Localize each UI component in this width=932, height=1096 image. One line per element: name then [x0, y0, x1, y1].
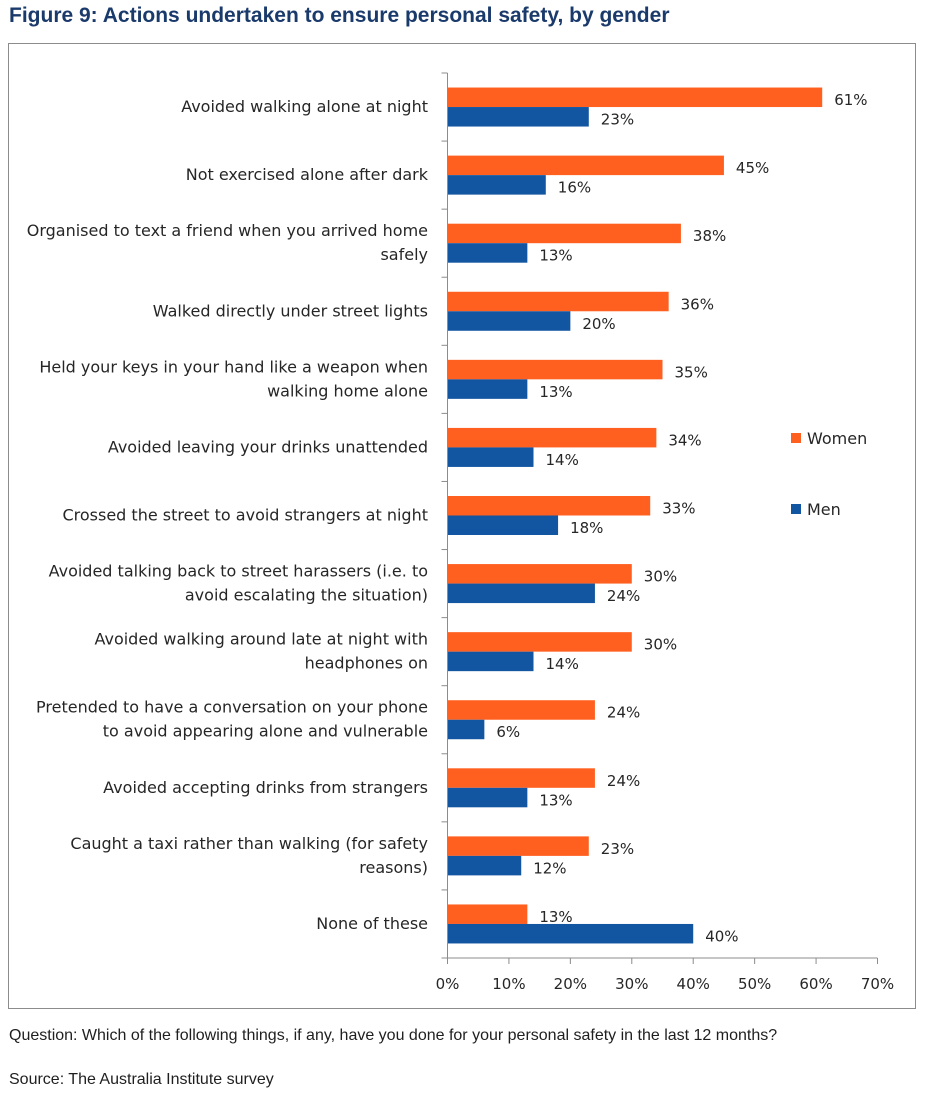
- bar-men-5: [447, 447, 534, 467]
- chart-frame: Avoided walking alone at night Not exerci…: [8, 43, 916, 1009]
- bar-women-6: [447, 496, 651, 516]
- bar-women-0: [447, 87, 823, 108]
- bars-group: [447, 87, 823, 944]
- category-label-8: Avoided walking around late at night wit…: [94, 630, 428, 673]
- value-label-women-5: 34%: [668, 431, 701, 449]
- bar-men-12: [447, 923, 694, 944]
- x-tick-label-3: 30%: [615, 975, 648, 993]
- value-label-men-7: 24%: [607, 587, 640, 605]
- bar-men-11: [447, 855, 522, 876]
- bar-women-1: [447, 155, 724, 176]
- bar-men-4: [447, 379, 528, 399]
- bar-men-6: [447, 515, 559, 535]
- value-label-men-12: 40%: [705, 927, 738, 945]
- bar-men-1: [447, 175, 546, 195]
- bar-women-10: [447, 768, 595, 788]
- bar-men-0: [447, 107, 589, 127]
- x-tick-label-2: 20%: [554, 975, 587, 993]
- value-label-women-2: 38%: [693, 227, 726, 245]
- category-label-4: Held your keys in your hand like a weapo…: [39, 357, 428, 400]
- question-note: Question: Which of the following things,…: [9, 1027, 778, 1044]
- category-label-12: None of these: [316, 914, 428, 933]
- category-label-7: Avoided talking back to street harassers…: [49, 562, 428, 605]
- bar-men-8: [447, 651, 534, 672]
- value-label-men-6: 18%: [570, 519, 603, 537]
- category-label-9: Pretended to have a conversation on your…: [36, 698, 428, 741]
- value-label-women-9: 24%: [607, 704, 640, 722]
- category-label-0: Avoided walking alone at night: [181, 97, 428, 116]
- x-tick-label-5: 50%: [738, 975, 771, 993]
- category-label-5: Avoided leaving your drinks unattended: [108, 437, 428, 456]
- bar-women-8: [447, 632, 632, 652]
- value-label-men-11: 12%: [533, 859, 566, 877]
- value-label-men-9: 6%: [496, 723, 520, 741]
- category-label-2: Organised to text a friend when you arri…: [27, 221, 428, 264]
- category-label-3: Walked directly under street lights: [153, 301, 428, 320]
- bar-women-4: [447, 359, 663, 380]
- bar-women-7: [447, 564, 632, 584]
- x-tick-label-1: 10%: [492, 975, 525, 993]
- value-label-women-10: 24%: [607, 772, 640, 790]
- bar-men-10: [447, 787, 528, 808]
- x-tick-label-4: 40%: [677, 975, 710, 993]
- value-label-men-3: 20%: [582, 315, 615, 333]
- category-label-10: Avoided accepting drinks from strangers: [103, 778, 428, 797]
- legend-label-men: Men: [807, 500, 841, 519]
- legend-swatch-women: [791, 433, 801, 443]
- value-label-men-4: 13%: [539, 383, 572, 401]
- value-label-women-6: 33%: [662, 500, 695, 518]
- value-label-men-0: 23%: [601, 111, 634, 129]
- value-label-men-10: 13%: [539, 791, 572, 809]
- category-label-11: Caught a taxi rather than walking (for s…: [70, 834, 428, 877]
- value-label-men-2: 13%: [539, 247, 572, 265]
- value-label-women-4: 35%: [675, 363, 708, 381]
- bar-women-11: [447, 836, 589, 856]
- value-label-women-0: 61%: [834, 91, 867, 109]
- x-tick-label-6: 60%: [799, 975, 832, 993]
- figure-title: Figure 9: Actions undertaken to ensure p…: [9, 4, 670, 27]
- bar-men-7: [447, 583, 595, 604]
- category-labels: Avoided walking alone at night Not exerci…: [27, 97, 429, 933]
- value-label-men-1: 16%: [558, 179, 591, 197]
- bar-men-9: [447, 719, 485, 740]
- value-label-women-1: 45%: [736, 159, 769, 177]
- x-tick-label-7: 70%: [861, 975, 894, 993]
- axes: 0% 10% 20% 30% 40% 50% 60% 70%: [436, 72, 894, 993]
- x-tick-label-0: 0%: [436, 975, 460, 993]
- bar-chart: Avoided walking alone at night Not exerci…: [27, 72, 894, 993]
- bar-women-3: [447, 291, 669, 312]
- bar-women-5: [447, 427, 657, 448]
- legend-swatch-men: [791, 504, 801, 514]
- bar-men-3: [447, 311, 571, 331]
- value-label-women-8: 30%: [644, 636, 677, 654]
- legend: Women Men: [791, 429, 867, 519]
- value-label-women-11: 23%: [601, 840, 634, 858]
- value-label-women-12: 13%: [539, 908, 572, 926]
- value-labels: 61% 23% 45% 16% 38% 13% 36% 20% 35% 13% 34% 14% 33% 1…: [496, 91, 867, 945]
- bar-women-2: [447, 223, 681, 244]
- bar-women-9: [447, 700, 595, 720]
- value-label-women-3: 36%: [681, 295, 714, 313]
- bar-men-2: [447, 243, 528, 263]
- bar-women-12: [447, 904, 528, 924]
- category-label-6: Crossed the street to avoid strangers at…: [62, 506, 428, 525]
- category-label-1: Not exercised alone after dark: [186, 165, 429, 184]
- value-label-men-8: 14%: [546, 655, 579, 673]
- legend-label-women: Women: [807, 429, 867, 448]
- value-label-men-5: 14%: [546, 451, 579, 469]
- source-note: Source: The Australia Institute survey: [9, 1071, 274, 1088]
- value-label-women-7: 30%: [644, 568, 677, 586]
